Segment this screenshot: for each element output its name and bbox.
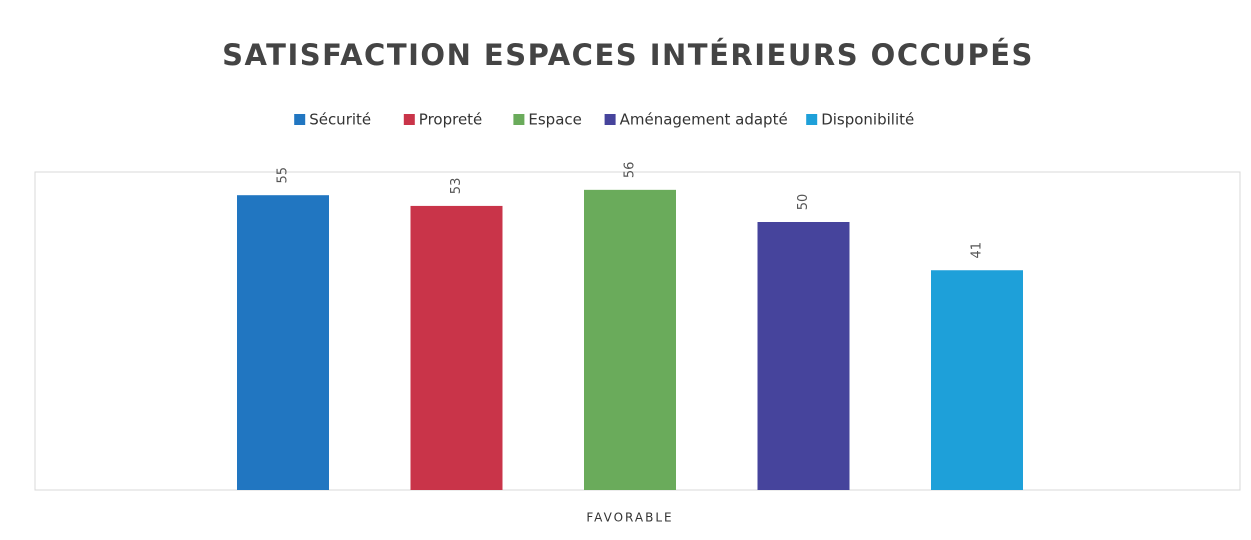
data-label: 56	[623, 162, 638, 179]
legend-label: Disponibilité	[821, 111, 914, 129]
x-tick-label: FAVORABLE	[586, 511, 673, 525]
bar	[237, 195, 329, 490]
bar	[931, 270, 1023, 490]
data-label: 55	[276, 167, 291, 184]
legend-swatch	[806, 114, 818, 125]
legend-label: Aménagement adapté	[620, 111, 788, 129]
bar	[757, 222, 850, 490]
legend-swatch	[403, 114, 415, 125]
bar	[584, 189, 676, 490]
legend-swatch	[294, 114, 306, 125]
legend-swatch	[513, 114, 525, 125]
data-label: 50	[796, 194, 811, 211]
legend-label: Sécurité	[309, 111, 371, 129]
legend-label: Espace	[528, 111, 581, 129]
data-label: 53	[449, 178, 464, 195]
legend: Sécurité Propreté Espace Aménagement adapté…	[294, 111, 914, 129]
bar	[410, 205, 503, 491]
data-label: 41	[970, 242, 985, 259]
legend-swatch	[604, 114, 616, 125]
chart-title: SATISFACTION ESPACES INTÉRIEURS OCCUPÉS	[222, 38, 1034, 72]
legend-label: Propreté	[419, 111, 483, 129]
